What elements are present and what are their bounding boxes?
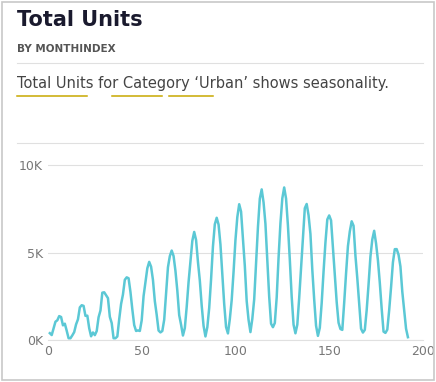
Text: Total Units for Category ‘Urban’ shows seasonality.: Total Units for Category ‘Urban’ shows s… [17,76,389,91]
Text: BY MONTHINDEX: BY MONTHINDEX [17,44,116,54]
Text: Total Units: Total Units [17,10,143,29]
